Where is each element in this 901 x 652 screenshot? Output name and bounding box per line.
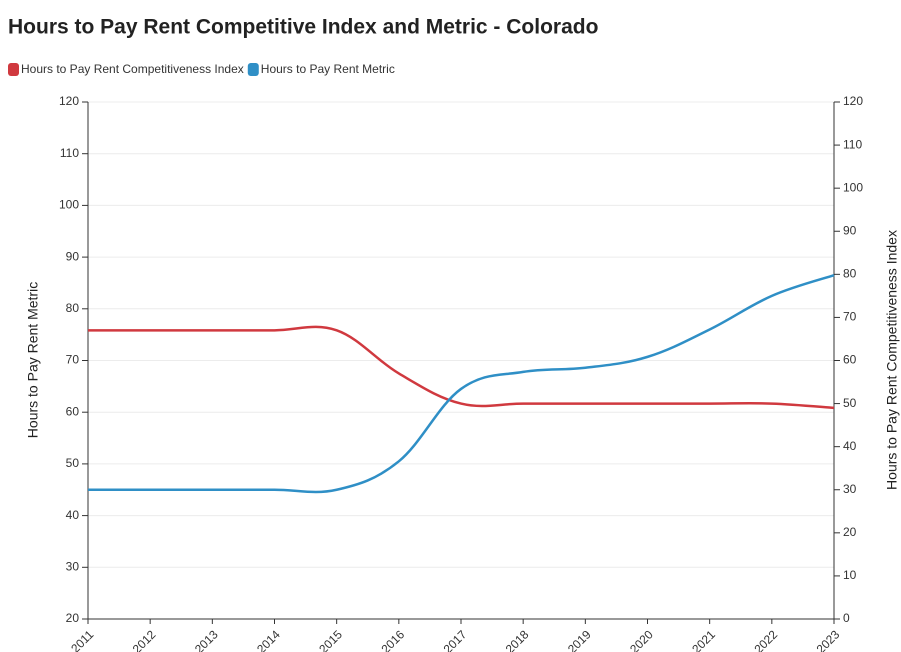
y-tick-label: 100 bbox=[59, 198, 79, 212]
y-tick-label: 40 bbox=[66, 508, 80, 522]
chart-title: Hours to Pay Rent Competitive Index and … bbox=[8, 16, 598, 39]
y-tick-label: 30 bbox=[66, 559, 80, 573]
x-tick-label: 2016 bbox=[378, 627, 407, 652]
x-tick-label: 2011 bbox=[68, 627, 96, 652]
x-tick-label: 2022 bbox=[751, 627, 780, 652]
y-tick-label: 60 bbox=[66, 404, 80, 418]
y-axis-title: Hours to Pay Rent Metric bbox=[25, 282, 41, 438]
x-tick-label: 2013 bbox=[192, 627, 221, 652]
y-tick-label: 50 bbox=[66, 456, 80, 470]
y2-tick-label: 120 bbox=[843, 94, 863, 108]
y2-tick-label: 10 bbox=[843, 568, 857, 582]
y2-tick-label: 70 bbox=[843, 310, 857, 324]
y2-tick-label: 40 bbox=[843, 439, 857, 453]
y2-tick-label: 30 bbox=[843, 482, 857, 496]
legend-label: Hours to Pay Rent Metric bbox=[261, 62, 395, 76]
x-tick-label: 2014 bbox=[254, 627, 283, 652]
x-tick-label: 2017 bbox=[441, 627, 470, 652]
y2-tick-label: 60 bbox=[843, 353, 857, 367]
y2-tick-label: 80 bbox=[843, 267, 857, 281]
legend-swatch bbox=[247, 63, 259, 76]
y-tick-label: 70 bbox=[66, 353, 80, 367]
y2-axis-title: Hours to Pay Rent Competitiveness Index bbox=[884, 230, 900, 490]
x-tick-label: 2020 bbox=[627, 627, 656, 652]
y-tick-label: 120 bbox=[59, 94, 79, 108]
series-line bbox=[87, 274, 835, 494]
x-tick-label: 2015 bbox=[316, 627, 345, 652]
x-tick-label: 2021 bbox=[689, 627, 718, 652]
y-tick-label: 90 bbox=[66, 249, 80, 263]
series-line bbox=[88, 325, 835, 410]
y-tick-label: 110 bbox=[60, 146, 79, 160]
x-tick-label: 2012 bbox=[130, 627, 159, 652]
y2-tick-label: 20 bbox=[843, 525, 857, 539]
y2-tick-label: 110 bbox=[843, 137, 862, 151]
y2-tick-label: 90 bbox=[843, 223, 857, 237]
x-tick-label: 2019 bbox=[565, 627, 594, 652]
y2-tick-label: 50 bbox=[843, 396, 857, 410]
x-tick-label: 2023 bbox=[814, 627, 843, 652]
legend-swatch bbox=[8, 63, 19, 76]
y2-tick-label: 100 bbox=[843, 180, 863, 194]
y2-tick-label: 0 bbox=[843, 611, 850, 625]
y-tick-label: 80 bbox=[66, 301, 80, 315]
y-tick-label: 20 bbox=[66, 611, 80, 625]
x-tick-label: 2018 bbox=[503, 627, 532, 652]
legend-label: Hours to Pay Rent Competitiveness Index bbox=[21, 62, 244, 76]
